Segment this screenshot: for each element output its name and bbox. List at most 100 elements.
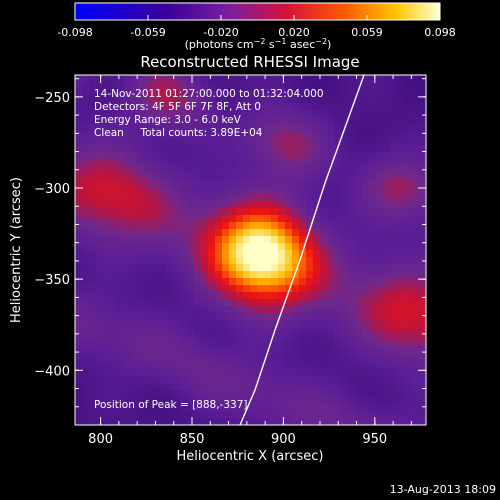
- heatmap-cell: [145, 250, 153, 258]
- heatmap-cell: [397, 299, 405, 307]
- heatmap-cell: [131, 229, 139, 237]
- heatmap-cell: [145, 138, 153, 146]
- heatmap-cell: [194, 243, 202, 251]
- heatmap-cell: [355, 103, 363, 111]
- heatmap-cell: [159, 103, 167, 111]
- heatmap-cell: [299, 180, 307, 188]
- heatmap-cell: [145, 334, 153, 342]
- heatmap-cell: [299, 404, 307, 412]
- heatmap-cell: [404, 299, 412, 307]
- heatmap-cell: [75, 299, 83, 307]
- heatmap-cell: [320, 89, 328, 97]
- x-axis-label: Heliocentric X (arcsec): [177, 449, 324, 464]
- heatmap-cell: [327, 96, 335, 104]
- heatmap-cell: [159, 222, 167, 230]
- heatmap-cell: [89, 173, 97, 181]
- heatmap-cell: [82, 117, 90, 125]
- heatmap-cell: [313, 306, 321, 314]
- heatmap-cell: [418, 82, 426, 90]
- heatmap-cell: [285, 250, 293, 258]
- heatmap-cell: [131, 348, 139, 356]
- heatmap-cell: [404, 285, 412, 293]
- heatmap-cell: [299, 75, 307, 83]
- heatmap-cell: [117, 362, 125, 370]
- heatmap-cell: [257, 264, 265, 272]
- heatmap-cell: [418, 334, 426, 342]
- heatmap-cell: [299, 110, 307, 118]
- heatmap-cell: [215, 369, 223, 377]
- heatmap-cell: [327, 138, 335, 146]
- heatmap-cell: [334, 411, 342, 419]
- heatmap-cell: [285, 404, 293, 412]
- heatmap-cell: [418, 201, 426, 209]
- heatmap-cell: [390, 285, 398, 293]
- heatmap-cell: [194, 418, 202, 425]
- heatmap-cell: [418, 187, 426, 195]
- heatmap-cell: [306, 327, 314, 335]
- heatmap-cell: [110, 159, 118, 167]
- heatmap-cell: [278, 362, 286, 370]
- heatmap-cell: [306, 285, 314, 293]
- heatmap-cell: [215, 145, 223, 153]
- heatmap-cell: [89, 222, 97, 230]
- heatmap-cell: [194, 201, 202, 209]
- heatmap-cell: [376, 369, 384, 377]
- heatmap-cell: [159, 117, 167, 125]
- heatmap-cell: [418, 404, 426, 412]
- heatmap-cell: [145, 299, 153, 307]
- heatmap-cell: [348, 82, 356, 90]
- heatmap-cell: [131, 138, 139, 146]
- heatmap-cell: [264, 159, 272, 167]
- heatmap-cell: [138, 124, 146, 132]
- heatmap-cell: [131, 376, 139, 384]
- heatmap-cell: [222, 306, 230, 314]
- heatmap-cell: [89, 257, 97, 265]
- heatmap-cell: [243, 117, 251, 125]
- heatmap-cell: [271, 271, 279, 279]
- heatmap-cell: [376, 271, 384, 279]
- heatmap-cell: [187, 390, 195, 398]
- heatmap-cell: [89, 138, 97, 146]
- heatmap-cell: [299, 341, 307, 349]
- heatmap-cell: [292, 404, 300, 412]
- heatmap-cell: [103, 159, 111, 167]
- heatmap-cell: [103, 166, 111, 174]
- heatmap-cell: [229, 208, 237, 216]
- heatmap-cell: [362, 271, 370, 279]
- heatmap-cell: [117, 152, 125, 160]
- heatmap-cell: [201, 180, 209, 188]
- heatmap-cell: [390, 397, 398, 405]
- heatmap-cell: [348, 369, 356, 377]
- heatmap-cell: [208, 271, 216, 279]
- y-tick-label: −400: [34, 364, 70, 379]
- heatmap-cell: [355, 159, 363, 167]
- heatmap-cell: [285, 362, 293, 370]
- heatmap-cell: [334, 236, 342, 244]
- heatmap-cell: [145, 89, 153, 97]
- heatmap-cell: [187, 138, 195, 146]
- heatmap-cell: [180, 341, 188, 349]
- heatmap-cell: [376, 264, 384, 272]
- heatmap-cell: [285, 418, 293, 425]
- heatmap-cell: [418, 341, 426, 349]
- heatmap-cell: [236, 166, 244, 174]
- heatmap-cell: [131, 180, 139, 188]
- heatmap-cell: [152, 159, 160, 167]
- heatmap-cell: [201, 278, 209, 286]
- heatmap-cell: [124, 313, 132, 321]
- heatmap-cell: [166, 411, 174, 419]
- heatmap-cell: [124, 138, 132, 146]
- heatmap-cell: [152, 166, 160, 174]
- heatmap-cell: [75, 369, 83, 377]
- heatmap-cell: [390, 222, 398, 230]
- heatmap-cell: [89, 215, 97, 223]
- heatmap-cell: [411, 187, 419, 195]
- heatmap-cell: [187, 278, 195, 286]
- heatmap-cell: [187, 313, 195, 321]
- heatmap-cell: [201, 194, 209, 202]
- heatmap-cell: [327, 390, 335, 398]
- heatmap-cell: [376, 110, 384, 118]
- heatmap-cell: [369, 257, 377, 265]
- heatmap-cell: [194, 166, 202, 174]
- heatmap-cell: [313, 96, 321, 104]
